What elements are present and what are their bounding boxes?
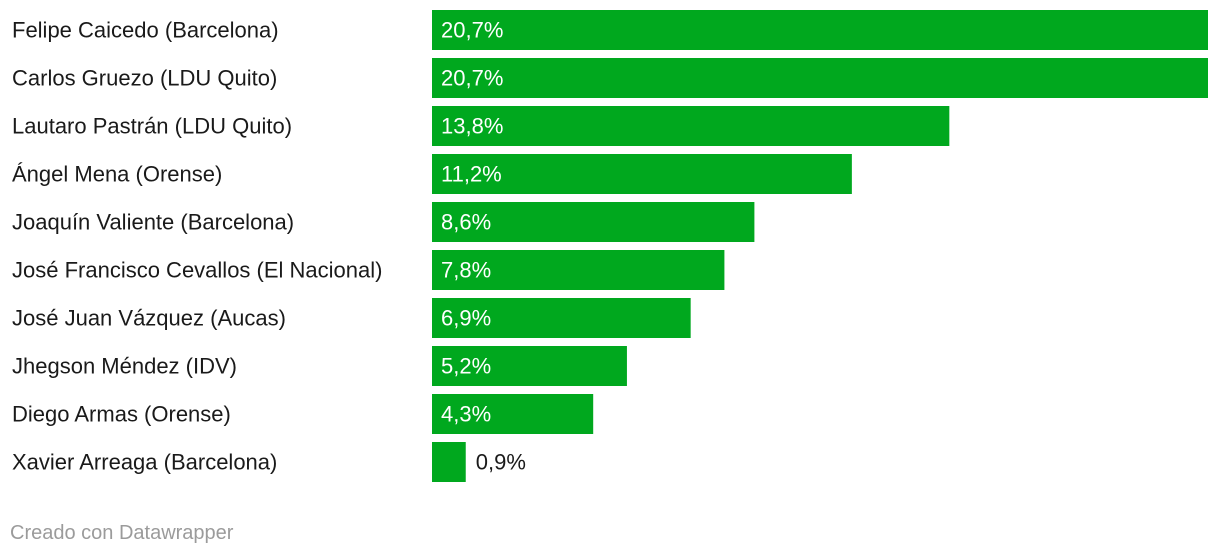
- bar: [432, 10, 1208, 50]
- value-label: 20,7%: [441, 66, 503, 91]
- bar: [432, 346, 627, 386]
- value-label: 0,9%: [476, 450, 526, 475]
- value-label: 11,2%: [441, 162, 502, 187]
- value-label: 13,8%: [441, 114, 503, 139]
- category-label: José Juan Vázquez (Aucas): [12, 306, 286, 331]
- value-label: 7,8%: [441, 258, 491, 283]
- category-label: Jhegson Méndez (IDV): [12, 354, 237, 379]
- category-label: Joaquín Valiente (Barcelona): [12, 210, 294, 235]
- category-label: Diego Armas (Orense): [12, 402, 231, 427]
- category-label: Carlos Gruezo (LDU Quito): [12, 66, 277, 91]
- value-label: 8,6%: [441, 210, 491, 235]
- value-label: 6,9%: [441, 306, 491, 331]
- chart-svg: Felipe Caicedo (Barcelona) 20,7% Carlos Gr…: [12, 10, 1208, 482]
- value-label: 20,7%: [441, 18, 503, 43]
- value-label: 4,3%: [441, 402, 491, 427]
- category-label: Lautaro Pastrán (LDU Quito): [12, 114, 292, 139]
- category-label: Felipe Caicedo (Barcelona): [12, 18, 279, 43]
- footer-credit: Creado con Datawrapper: [10, 522, 234, 544]
- bar: [432, 202, 755, 242]
- category-label: Ángel Mena (Orense): [12, 162, 222, 187]
- bar: [432, 106, 950, 146]
- bar: [432, 58, 1208, 98]
- bar: [432, 394, 594, 434]
- value-label: 5,2%: [441, 354, 491, 379]
- bar: [432, 154, 852, 194]
- category-label: José Francisco Cevallos (El Nacional): [12, 258, 382, 283]
- bar: [432, 250, 725, 290]
- bar: [432, 442, 466, 482]
- bar: [432, 298, 691, 338]
- category-label: Xavier Arreaga (Barcelona): [12, 450, 277, 475]
